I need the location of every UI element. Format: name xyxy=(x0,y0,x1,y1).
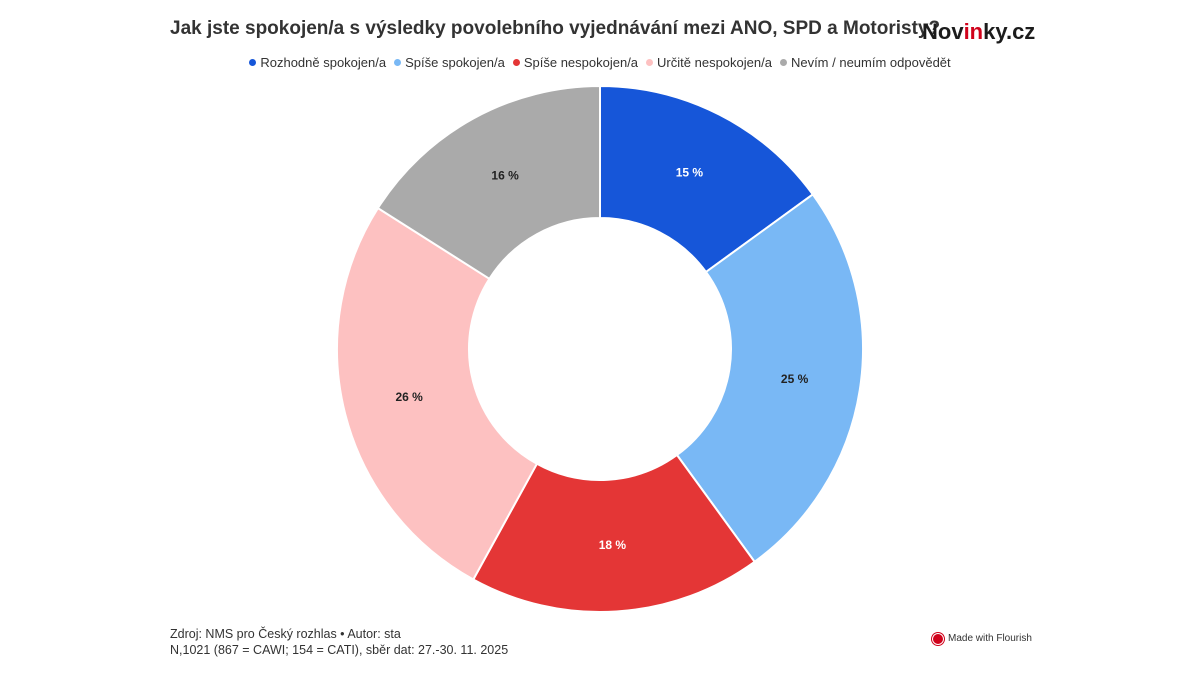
legend-swatch xyxy=(394,59,402,66)
legend-label: Rozhodně spokojen/a xyxy=(260,55,387,70)
legend-label: Určitě nespokojen/a xyxy=(657,55,772,70)
logo-suffix: ky.cz xyxy=(983,19,1036,44)
novinky-logo[interactable]: Novinky.cz xyxy=(922,19,1035,45)
slice-label: 25 % xyxy=(781,372,809,386)
logo-prefix: Nov xyxy=(922,19,964,44)
sample-note: N,1021 (867 = CAWI; 154 = CATI), sběr da… xyxy=(170,643,509,657)
legend-item[interactable]: Rozhodně spokojen/a xyxy=(249,55,386,70)
made-with-flourish-label: Made with Flourish xyxy=(948,633,1032,644)
donut-slice[interactable] xyxy=(599,84,815,274)
slice-label: 18 % xyxy=(599,538,627,552)
donut-slice[interactable] xyxy=(471,453,756,613)
legend-label: Spíše nespokojen/a xyxy=(523,55,639,70)
legend-item[interactable]: Spíše spokojen/a xyxy=(394,55,505,70)
donut-slice[interactable] xyxy=(675,193,864,564)
legend-label: Spíše spokojen/a xyxy=(405,55,505,70)
legend-item[interactable]: Spíše nespokojen/a xyxy=(512,55,639,70)
legend-swatch xyxy=(512,59,520,66)
legend-swatch xyxy=(779,59,787,66)
chart-title: Jak jste spokojen/a s výsledky povolební… xyxy=(170,18,941,39)
logo-accent: in xyxy=(963,19,984,44)
legend-item[interactable]: Určitě nespokojen/a xyxy=(646,55,772,70)
donut-slice[interactable] xyxy=(376,84,601,281)
legend-item[interactable]: Nevím / neumím odpovědět xyxy=(779,55,951,70)
legend-swatch xyxy=(249,59,257,66)
slice-label: 16 % xyxy=(491,169,519,183)
slice-label: 26 % xyxy=(396,390,424,404)
donut-slice[interactable] xyxy=(336,206,539,581)
flourish-icon xyxy=(933,633,943,644)
legend-label: Nevím / neumím odpovědět xyxy=(790,55,951,70)
legend-swatch xyxy=(646,59,654,66)
chart-legend: Rozhodně spokojen/a Spíše spokojen/a Spíše… xyxy=(0,55,1200,70)
chart-footer: Zdroj: NMS pro Český rozhlas • Autor: st… xyxy=(170,626,508,658)
slice-label: 15 % xyxy=(676,166,704,180)
source-note: Zdroj: NMS pro Český rozhlas • Autor: st… xyxy=(170,627,401,641)
made-with-flourish-link[interactable]: Made with Flourish xyxy=(933,633,1032,644)
